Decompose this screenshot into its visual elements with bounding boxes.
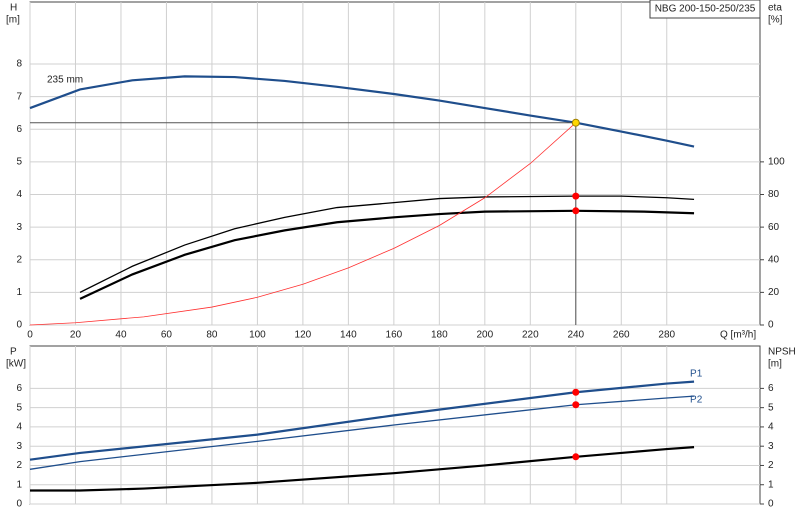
x-tick-label: 220 [522,330,539,341]
curve [30,446,695,492]
y2-axis-unit: [%] [768,15,783,26]
x-axis-label: Q [m³/h] [720,330,756,341]
y2-axis-unit: [m] [768,359,782,370]
annotation: 235 mm [47,75,83,86]
y-tick-label: 1 [16,479,22,490]
y-tick-label: 6 [16,383,22,394]
series-label: P2 [690,395,703,406]
y-axis-label: P [10,347,17,358]
y2-tick-label: 20 [768,287,780,298]
y-tick-label: 7 [16,91,22,102]
y-tick-label: 0 [16,499,22,510]
data-point [572,401,580,409]
x-tick-label: 60 [161,330,173,341]
series-label: P1 [690,368,703,379]
y-axis-unit: [m] [6,15,20,26]
y-tick-label: 5 [16,157,22,168]
x-tick-label: 0 [27,330,33,341]
x-tick-label: 280 [658,330,675,341]
curve [79,195,695,293]
y2-tick-label: 0 [768,320,774,331]
x-tick-label: 240 [567,330,584,341]
y-tick-label: 0 [16,320,22,331]
y-tick-label: 4 [16,189,22,200]
data-point [572,453,580,461]
y-tick-label: 2 [16,254,22,265]
title-box [649,0,761,19]
y-tick-label: 6 [16,124,22,135]
y-tick-label: 5 [16,402,22,413]
x-tick-label: 40 [115,330,127,341]
y2-tick-label: 1 [768,479,774,490]
curve [79,209,695,300]
chart-title: NBG 200-150-250/235 [655,4,756,15]
y-axis-label: H [10,3,17,14]
plot-frame [29,1,761,326]
y-tick-label: 8 [16,59,22,70]
y2-tick-label: 6 [768,383,774,394]
x-tick-label: 20 [70,330,82,341]
y-tick-label: 3 [16,441,22,452]
x-tick-label: 180 [431,330,448,341]
y2-axis-label: NPSH [768,347,796,358]
x-tick-label: 200 [476,330,493,341]
y2-tick-label: 4 [768,422,774,433]
curve [29,122,577,326]
curve [29,395,695,470]
x-tick-label: 260 [613,330,630,341]
data-point [572,388,580,396]
curve [29,380,695,461]
y2-tick-label: 40 [768,254,780,265]
y2-axis-label: eta [768,3,782,14]
y-tick-label: 2 [16,460,22,471]
curve [29,75,695,148]
y-tick-label: 4 [16,422,22,433]
y2-tick-label: 60 [768,222,780,233]
y2-tick-label: 80 [768,189,780,200]
y2-tick-label: 3 [768,441,774,452]
x-tick-label: 100 [249,330,266,341]
data-point [571,118,580,127]
y2-tick-label: 0 [768,499,774,510]
data-point [572,207,580,215]
y-tick-label: 1 [16,287,22,298]
y2-tick-label: 100 [768,157,785,168]
y-tick-label: 3 [16,222,22,233]
x-tick-label: 120 [295,330,312,341]
x-tick-label: 140 [340,330,357,341]
x-tick-label: 80 [206,330,218,341]
y2-tick-label: 5 [768,402,774,413]
data-point [572,192,580,200]
y2-tick-label: 2 [768,460,774,471]
x-tick-label: 160 [386,330,403,341]
y-axis-unit: [kW] [6,359,26,370]
